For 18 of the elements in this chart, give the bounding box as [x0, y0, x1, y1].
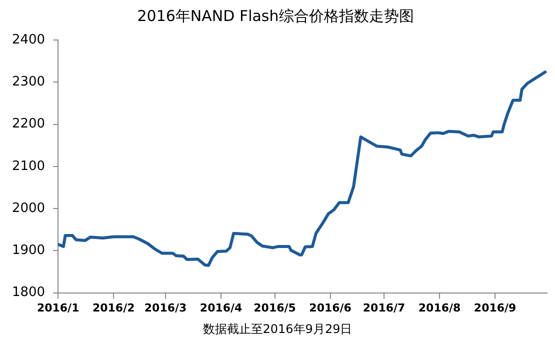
- y-tick-label: 2000: [12, 200, 46, 216]
- x-tick-label: 2016/7: [362, 301, 406, 314]
- chart-title: 2016年NAND Flash综合价格指数走势图: [137, 6, 414, 25]
- x-tick-label: 2016/1: [36, 301, 80, 314]
- y-tick-label: 2300: [12, 74, 46, 90]
- x-tick-label: 2016/9: [474, 301, 516, 314]
- x-tick-label: 2016/6: [309, 301, 352, 314]
- y-tick-label: 1800: [12, 285, 46, 300]
- x-tick-label: 2016/5: [254, 301, 296, 314]
- y-tick-label: 2400: [12, 32, 46, 48]
- x-tick-label: 2016/3: [144, 301, 187, 314]
- y-tick-label: 2100: [12, 158, 46, 174]
- x-tick-label: 2016/8: [418, 301, 461, 314]
- x-tick-label: 2016/2: [92, 301, 135, 314]
- y-tick-label: 1900: [12, 243, 46, 258]
- x-tick-label: 2016/4: [200, 301, 243, 314]
- text: 数据截止至2016年9月29日: [202, 321, 354, 338]
- y-tick-label: 2200: [12, 116, 46, 132]
